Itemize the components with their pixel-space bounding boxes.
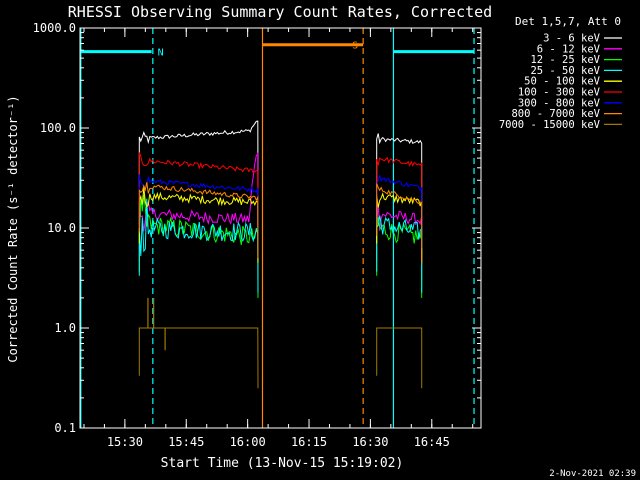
legend-label-7: 800 - 7000 keV xyxy=(511,108,600,120)
y-tick-label-0: 0.1 xyxy=(54,421,76,435)
series-line-3-seg-1 xyxy=(376,215,423,293)
x-tick-label-4: 16:30 xyxy=(352,435,388,449)
legend-label-5: 100 - 300 keV xyxy=(518,87,601,99)
x-tick-label-3: 16:15 xyxy=(291,435,327,449)
x-tick-label-5: 16:45 xyxy=(414,435,450,449)
flag-label-N: N xyxy=(158,48,164,59)
axes-layer: 0.1 1.0 10.0 100.0 1000.0 15:30 15:45 16:00 16:1… xyxy=(33,21,482,449)
y-tick-label-3: 100.0 xyxy=(40,121,76,135)
legend-label-2: 12 - 25 keV xyxy=(530,54,600,66)
series-line-8-seg-1 xyxy=(376,327,423,389)
series-line-0-seg-0 xyxy=(138,120,259,191)
y-tick-label-2: 10.0 xyxy=(47,221,76,235)
x-tick-label-0: 15:30 xyxy=(107,435,143,449)
series-line-2-seg-0 xyxy=(138,194,259,298)
chart-title: RHESSI Observing Summary Count Rates, Co… xyxy=(68,3,492,21)
series-line-6-seg-1 xyxy=(376,173,423,249)
x-tick-label-1: 15:45 xyxy=(168,435,204,449)
series-line-1-seg-0 xyxy=(138,152,259,281)
legend-label-4: 50 - 100 keV xyxy=(524,76,601,88)
y-axis-label: Corrected Count Rate (s⁻¹ detector⁻¹) xyxy=(6,95,20,362)
legend-label-0: 3 - 6 keV xyxy=(543,33,601,45)
series-line-5-seg-0 xyxy=(138,152,259,232)
legend-title: Det 1,5,7, Att 0 xyxy=(515,15,621,28)
series-line-5-seg-1 xyxy=(376,156,423,226)
x-tick-label-2: 16:00 xyxy=(230,435,266,449)
y-tick-label-1: 1.0 xyxy=(54,321,76,335)
x-axis-label: Start Time (13-Nov-15 15:19:02) xyxy=(161,456,404,471)
y-tick-label-4: 1000.0 xyxy=(33,21,76,35)
legend-label-6: 300 - 800 keV xyxy=(518,97,601,109)
series-line-4-seg-0 xyxy=(138,187,259,263)
footer-timestamp: 2-Nov-2021 02:39 xyxy=(549,469,636,479)
data-layer: NS xyxy=(80,28,475,428)
series-line-3-seg-0 xyxy=(138,198,259,293)
legend-label-8: 7000 - 15000 keV xyxy=(499,119,601,131)
series-line-1-seg-1 xyxy=(376,203,423,281)
series-line-7-seg-0 xyxy=(138,182,259,259)
series-line-7-seg-1 xyxy=(376,183,423,263)
legend-label-1: 6 - 12 keV xyxy=(537,43,601,55)
legend-label-3: 25 - 50 keV xyxy=(530,65,600,77)
series-line-6-seg-0 xyxy=(138,174,259,251)
series-line-8-seg-0 xyxy=(138,327,259,389)
series-line-0-seg-1 xyxy=(376,133,423,203)
flag-label-S: S xyxy=(352,41,358,52)
